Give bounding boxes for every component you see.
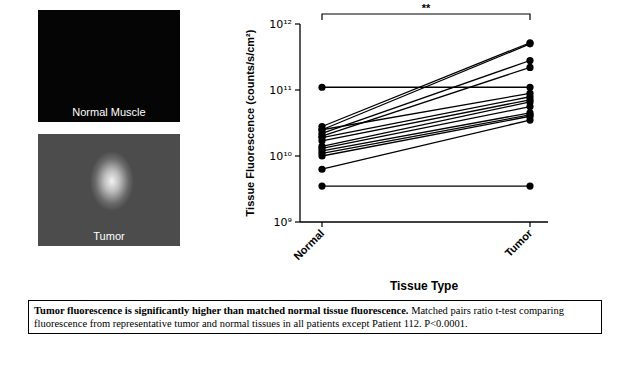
pair-line bbox=[322, 115, 530, 153]
y-tick bbox=[295, 155, 300, 156]
y-tick bbox=[295, 23, 300, 24]
panel-label: Normal Muscle bbox=[38, 106, 180, 118]
pair-line bbox=[322, 120, 530, 169]
y-tick-label: 10¹² bbox=[269, 18, 292, 31]
y-tick-label: 10¹⁰ bbox=[269, 150, 292, 163]
image-panel: Tumor bbox=[38, 134, 180, 246]
y-axis-title: Tissue Fluorescence (counts/s/cm²) bbox=[244, 29, 256, 216]
figure: Normal Muscle Tumor 10⁹ 10¹⁰ 10¹¹ 10¹² Normal T… bbox=[0, 0, 622, 389]
marks bbox=[318, 39, 533, 190]
x-tick-label: Tumor bbox=[502, 226, 535, 259]
point bbox=[318, 182, 325, 189]
y-tick-label: 10⁹ bbox=[274, 216, 292, 229]
significance-label: ** bbox=[422, 2, 431, 14]
caption: Tumor fluorescence is significantly high… bbox=[28, 300, 602, 334]
image-panel: Normal Muscle bbox=[38, 10, 180, 122]
point bbox=[318, 166, 325, 173]
point bbox=[318, 126, 325, 133]
significance-bracket bbox=[322, 14, 530, 20]
x-axis-title: Tissue Type bbox=[390, 279, 459, 293]
x-tick-label: Normal bbox=[291, 227, 326, 262]
pair-line bbox=[322, 67, 530, 136]
point bbox=[526, 116, 533, 123]
x-axis bbox=[300, 221, 548, 222]
point bbox=[526, 64, 533, 71]
y-tick-label: 10¹¹ bbox=[269, 84, 292, 97]
point bbox=[318, 84, 325, 91]
point bbox=[526, 57, 533, 64]
point bbox=[318, 126, 325, 133]
pair-line bbox=[322, 102, 530, 146]
point bbox=[318, 152, 325, 159]
pair-line bbox=[322, 185, 530, 186]
x-tick bbox=[321, 222, 322, 227]
caption-title: Tumor fluorescence is significantly high… bbox=[34, 305, 409, 316]
point bbox=[526, 103, 533, 110]
y-tick bbox=[295, 221, 300, 222]
panel-label: Tumor bbox=[38, 230, 180, 242]
pair-line bbox=[322, 43, 530, 127]
chart: 10⁹ 10¹⁰ 10¹¹ 10¹² Normal Tumor Tissue Fluores… bbox=[0, 0, 622, 298]
pair-line bbox=[322, 116, 530, 156]
point bbox=[526, 40, 533, 47]
y-axis bbox=[299, 24, 300, 222]
y-tick bbox=[295, 89, 300, 90]
x-tick bbox=[529, 222, 530, 227]
point bbox=[526, 182, 533, 189]
